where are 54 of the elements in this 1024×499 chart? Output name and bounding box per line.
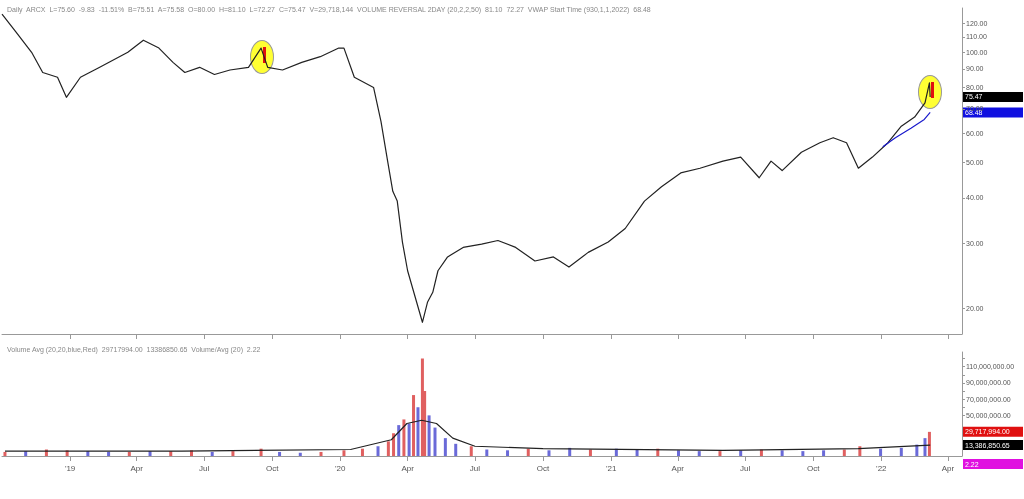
line-series — [882, 111, 931, 148]
bar — [298, 452, 302, 456]
bar — [412, 395, 416, 456]
x-tick-label: Oct — [265, 463, 280, 473]
bar — [376, 446, 380, 456]
x-tick-label: Oct — [536, 463, 551, 473]
x-tick-label: Oct — [807, 463, 821, 473]
x-tick-label: Apr — [671, 463, 685, 473]
bar — [927, 431, 931, 456]
bar — [879, 448, 883, 456]
bar — [822, 450, 826, 456]
bar — [397, 425, 401, 456]
bar — [801, 451, 805, 456]
x-tick-label: Apr — [401, 463, 415, 473]
bar — [231, 451, 235, 456]
bar — [427, 415, 431, 456]
bar — [3, 451, 7, 456]
bar — [407, 423, 411, 456]
bar — [278, 451, 282, 456]
bar — [469, 446, 473, 456]
bar — [210, 451, 214, 456]
bar — [899, 447, 903, 456]
bar — [433, 427, 437, 456]
bar — [392, 433, 396, 456]
x-tick-label: Apr — [941, 463, 955, 473]
bar — [454, 443, 458, 456]
x-tick-label: '20 — [335, 463, 347, 473]
bar — [107, 451, 111, 456]
bar — [386, 441, 390, 456]
bar — [443, 438, 447, 456]
line-series — [4, 419, 931, 452]
x-tick-label: Jul — [469, 463, 481, 473]
bar — [697, 451, 701, 456]
bar — [718, 451, 722, 456]
bar — [506, 450, 510, 456]
bar — [923, 438, 927, 456]
bar — [547, 450, 551, 456]
bar — [416, 407, 420, 456]
bar — [402, 419, 406, 456]
bar — [360, 448, 364, 456]
bar — [780, 450, 784, 456]
x-tick-label: '22 — [876, 463, 888, 473]
bar — [342, 450, 346, 456]
bar — [319, 451, 323, 456]
bar — [858, 446, 862, 456]
x-tick-label: '21 — [605, 463, 617, 473]
x-tick-label: Apr — [130, 463, 144, 473]
bar — [485, 449, 489, 456]
x-tick-label: '19 — [64, 463, 76, 473]
x-tick-label: Jul — [740, 463, 751, 473]
bar — [526, 448, 530, 456]
bar — [127, 451, 131, 456]
bar — [842, 449, 846, 456]
x-tick-label: Jul — [198, 463, 210, 473]
